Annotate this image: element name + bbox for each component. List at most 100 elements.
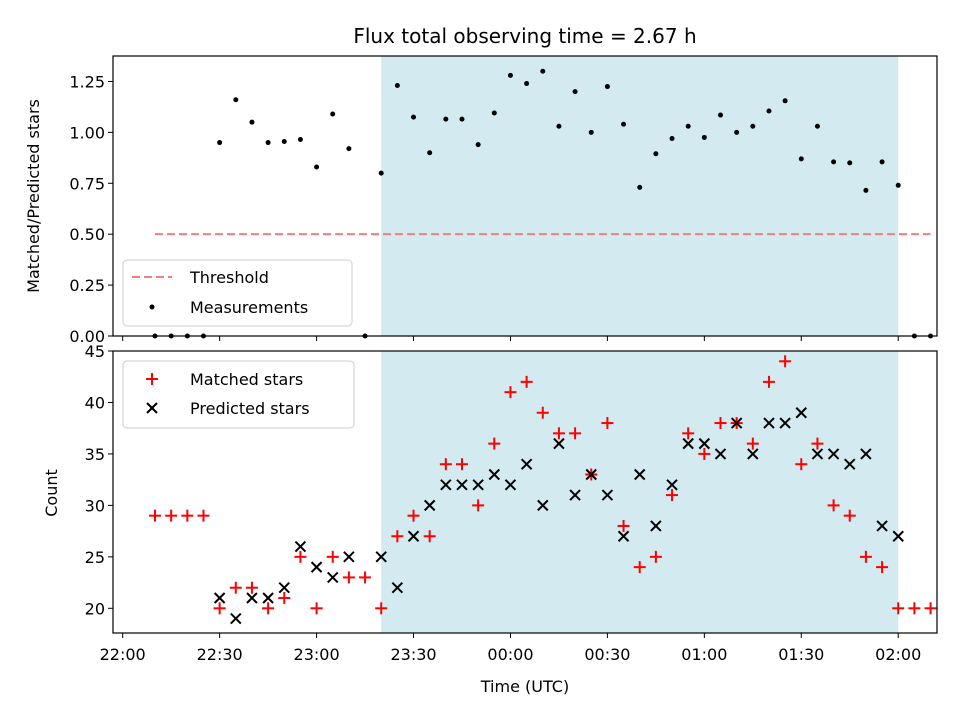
- measurement-point: [669, 135, 675, 141]
- predicted-star-point: [569, 489, 581, 501]
- measurement-point: [653, 151, 659, 157]
- matched-star-point: [746, 437, 759, 450]
- legend-predicted-label: Predicted stars: [190, 399, 310, 418]
- predicted-star-point: [844, 458, 856, 470]
- top-observing-window: [381, 56, 899, 336]
- x-tick-label: 00:30: [584, 645, 630, 664]
- matched-star-point: [843, 509, 856, 522]
- y-tick-label: 25: [85, 548, 105, 567]
- predicted-star-point: [488, 468, 501, 481]
- measurement-point: [685, 123, 691, 129]
- matched-star-point: [310, 602, 323, 615]
- bottom-legend-box: [122, 360, 355, 429]
- matched-star-point: [859, 550, 872, 563]
- x-tick-label: 01:30: [778, 645, 824, 664]
- matched-star-point: [617, 519, 630, 532]
- bottom-panel: 20 25 30 35 40 45 22:00 22:30 23:00 23:30 00:00 00…: [42, 342, 938, 696]
- top-plot-frame: [112, 55, 938, 337]
- matched-star-point: [779, 355, 792, 368]
- measurement-point: [814, 123, 820, 129]
- measurement-point: [427, 150, 433, 156]
- predicted-star-point: [327, 571, 339, 584]
- matched-star-point: [924, 602, 937, 615]
- x-tick-label: 22:00: [100, 645, 146, 664]
- predicted-star-point: [650, 520, 662, 532]
- measurement-point: [879, 159, 885, 165]
- measurement-point: [572, 89, 578, 95]
- measurement-point: [782, 98, 788, 104]
- matched-star-point: [666, 489, 679, 502]
- y-tick-label: 20: [85, 599, 105, 618]
- matched-star-point: [762, 375, 775, 388]
- predicted-star-point: [876, 520, 888, 532]
- matched-star-point: [488, 437, 501, 450]
- measurement-point: [217, 140, 223, 146]
- x-tick-label: 02:00: [875, 645, 921, 664]
- matched-star-point: [552, 427, 565, 440]
- matched-star-point: [326, 550, 339, 563]
- predicted-star-point: [262, 592, 274, 604]
- measurement-point: [895, 182, 901, 188]
- measurement-point: [734, 129, 740, 135]
- predicted-star-point: [440, 479, 452, 491]
- predicted-star-point: [892, 530, 904, 542]
- x-tick-label: 23:30: [390, 645, 436, 664]
- predicted-star-point: [504, 479, 517, 491]
- measurement-point: [701, 134, 707, 140]
- legend-predicted-swatch: [146, 402, 158, 414]
- matched-star-point: [472, 499, 485, 512]
- measurement-point: [378, 170, 384, 176]
- measurement-point: [394, 83, 400, 89]
- matched-star-point: [181, 509, 194, 522]
- measurement-point: [863, 187, 869, 193]
- top-legend-box: [122, 259, 353, 327]
- matched-star-point: [262, 602, 275, 615]
- matched-star-point: [407, 509, 420, 522]
- matched-star-point: [520, 375, 533, 388]
- matched-star-point: [391, 530, 404, 543]
- predicted-star-point: [795, 407, 807, 419]
- matched-star-point: [423, 530, 436, 543]
- bottom-y-axis-label: Count: [42, 469, 61, 517]
- legend-matched-label: Matched stars: [190, 370, 303, 389]
- measurement-point: [265, 140, 271, 146]
- x-tick-label: 01:00: [681, 645, 727, 664]
- legend-measurements-swatch: [149, 304, 155, 310]
- legend-measurements-label: Measurements: [190, 298, 308, 317]
- y-tick-label: 0.50: [69, 225, 105, 244]
- predicted-star-point: [585, 468, 597, 481]
- predicted-star-point: [423, 499, 436, 512]
- predicted-star-point: [230, 612, 242, 625]
- matched-star-point: [569, 427, 582, 440]
- matched-star-point: [439, 458, 452, 471]
- top-legend: Threshold Measurements: [122, 259, 353, 327]
- predicted-star-point: [520, 458, 533, 470]
- bottom-plot-frame: [112, 350, 938, 634]
- predicted-star-point: [246, 592, 258, 604]
- matched-star-point: [876, 561, 889, 574]
- measurement-point: [443, 116, 449, 122]
- predicted-star-point: [278, 582, 290, 594]
- predicted-star-point: [682, 437, 694, 450]
- y-tick-label: 1.25: [69, 72, 105, 91]
- matched-star-point: [811, 437, 824, 450]
- y-tick-label: 0.75: [69, 174, 105, 193]
- matched-star-point: [359, 571, 372, 584]
- measurement-point: [281, 139, 287, 145]
- matched-star-point: [714, 417, 727, 430]
- measurement-point: [831, 159, 837, 165]
- bottom-observing-window: [381, 351, 899, 633]
- measurement-point: [475, 142, 481, 148]
- measurement-point: [297, 136, 303, 142]
- matched-star-point: [827, 499, 840, 512]
- predicted-star-point: [310, 561, 323, 573]
- top-y-axis-label: Matched/Predicted stars: [24, 99, 43, 293]
- measurement-point: [556, 123, 562, 129]
- matched-star-point: [908, 602, 921, 615]
- matched-star-point: [165, 509, 178, 522]
- predicted-star-point: [666, 479, 678, 491]
- predicted-star-point: [472, 479, 484, 491]
- measurement-point: [233, 97, 239, 103]
- matched-star-point: [213, 602, 226, 615]
- x-tick-label: 23:00: [294, 645, 340, 664]
